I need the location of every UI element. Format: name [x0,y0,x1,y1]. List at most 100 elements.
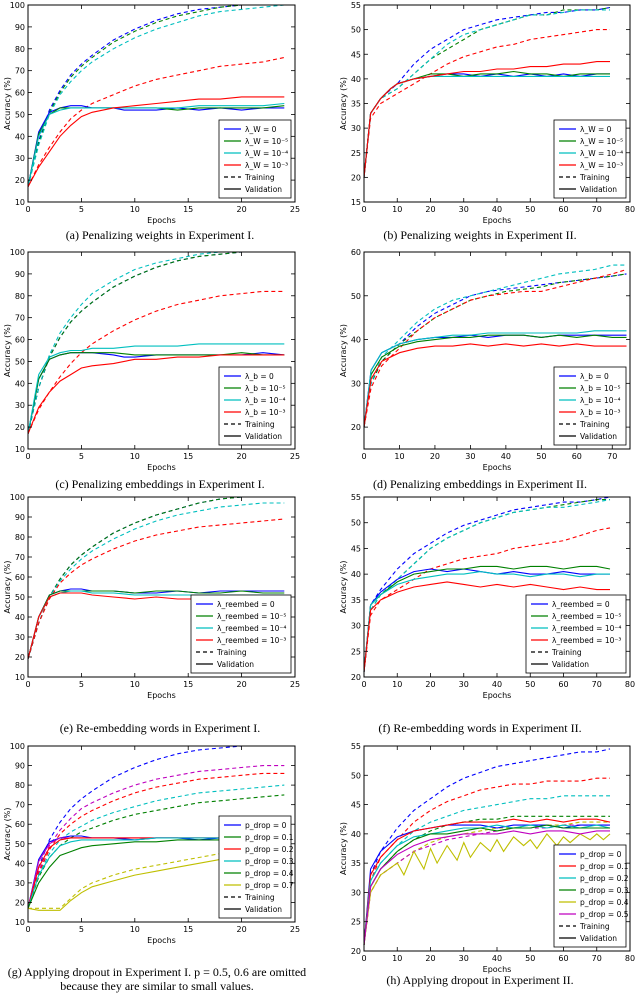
caption-f: (f) Re-embedding words in Experiment II. [378,721,582,735]
y-tick-label: 30 [351,622,361,631]
series-line-reembed-10-validation [363,571,610,672]
plot-frame [27,251,296,450]
legend-entry: p_drop = 0.3 [245,857,294,866]
x-tick-label: 20 [237,452,247,461]
x-tick-label: 20 [237,680,247,689]
y-tick-label: 40 [15,379,25,388]
series-line-b-10-training [363,264,627,428]
y-tick-label: 50 [351,771,361,780]
y-tick-label: 10 [15,673,25,682]
legend-entry: Training [579,922,610,931]
y-tick-label: 35 [351,859,361,868]
y-tick-label: 10 [15,445,25,454]
chart-g: 0 5 10 15 20 25 10 20 30 40 50 60 70 80 90 100 Epochs Acc… [3,742,300,945]
y-tick-label: 90 [15,270,25,279]
legend-entry: λ_b = 0 [245,372,274,381]
x-axis-label: Epochs [147,216,176,225]
x-axis-label: Epochs [147,463,176,472]
legend-entry: λ_reembed = 10⁻³ [217,636,286,645]
chart-h: 0 10 20 30 40 50 60 70 80 20 25 30 35 40 45 50 55 Epochs A… [339,742,635,974]
legend-entry: λ_reembed = 0 [217,600,275,609]
legend-box [553,119,627,199]
legend-entry: Validation [217,660,254,669]
chart-f: 0 10 20 30 40 50 60 70 80 20 25 30 35 40 45 50 55 Epochs A… [339,493,635,700]
series-line-w-10-training [27,4,285,187]
x-axis-label: Epochs [147,936,176,945]
legend-entry: p_drop = 0 [580,850,622,859]
x-tick-label: 10 [130,925,140,934]
legend-entry: λ_b = 10⁻⁴ [580,396,621,405]
legend-entry: p_drop = 0.3 [580,886,629,895]
series-line-p-drop-0-7-training [28,845,285,909]
x-tick-label: 0 [25,925,30,934]
y-tick-label: 25 [351,647,361,656]
x-tick-label: 40 [492,954,502,963]
x-tick-label: 0 [25,205,30,214]
x-tick-label: 5 [79,205,84,214]
x-tick-label: 20 [237,205,247,214]
y-tick-label: 35 [351,596,361,605]
series-line-reembed-10-training [363,527,611,672]
x-tick-label: 20 [430,452,440,461]
y-axis-label: Accuracy (%) [339,822,348,875]
y-tick-label: 25 [351,918,361,927]
y-tick-label: 60 [351,248,361,257]
y-tick-label: 60 [15,573,25,582]
series-line-p-drop-0-3-training [363,815,610,946]
x-axis-label: Epochs [483,691,512,700]
y-tick-label: 30 [351,124,361,133]
series-line-p-drop-0-1-validation [363,818,611,946]
legend-entry: Training [551,648,582,657]
series-line-w-10-training [363,9,610,178]
series-line-b-10-validation [27,354,285,434]
caption-d: (d) Penalizing embeddings in Experiment … [373,477,587,491]
legend-entry: p_drop = 0.2 [245,845,294,854]
chart-d: 0 10 20 30 40 50 60 70 20 30 40 50 60 Epochs Accuracy … [339,248,631,472]
series-line-w-10-validation [27,96,285,187]
y-tick-label: 50 [351,519,361,528]
x-tick-label: 50 [525,954,535,963]
y-tick-label: 50 [351,26,361,35]
y-tick-label: 20 [351,423,361,432]
legend-entry: Validation [245,905,282,914]
x-tick-label: 40 [492,680,502,689]
series-line-b-10-validation [363,343,627,428]
series-line-reembed-10-validation [27,590,285,660]
x-tick-label: 25 [290,680,300,689]
x-tick-label: 10 [130,680,140,689]
x-tick-label: 30 [459,205,469,214]
legend-entry: λ_reembed = 10⁻⁴ [217,624,286,633]
series-line-w-10-validation [27,102,285,187]
legend-entry: λ_reembed = 10⁻⁵ [217,612,286,621]
series-line-b-10-training [363,268,627,428]
y-tick-label: 90 [15,513,25,522]
x-tick-label: 50 [525,205,535,214]
series-line-b-10-validation [27,343,285,434]
y-tick-label: 20 [15,653,25,662]
series-line-b-10-validation [363,330,627,428]
plot-frame [27,745,296,923]
series-line-b-10-validation [363,334,627,428]
legend-entry: λ_b = 10⁻³ [245,408,286,417]
legend-entry: p_drop = 0.2 [580,874,629,883]
y-tick-label: 50 [15,593,25,602]
legend-entry: λ_W = 10⁻⁴ [245,149,288,158]
x-tick-label: 50 [536,452,546,461]
y-tick-label: 10 [15,918,25,927]
legend-box [553,844,627,948]
y-tick-label: 30 [15,633,25,642]
y-tick-label: 20 [15,898,25,907]
x-tick-label: 30 [459,680,469,689]
y-tick-label: 80 [15,781,25,790]
x-tick-label: 10 [392,205,402,214]
x-tick-label: 0 [361,205,366,214]
x-tick-label: 60 [572,452,582,461]
y-tick-label: 20 [351,673,361,682]
series-line-p-drop-0-1-training [27,765,285,909]
legend-entry: Training [579,173,610,182]
legend-entry: p_drop = 0.4 [245,869,294,878]
y-axis-label: Accuracy (%) [3,808,12,861]
x-tick-label: 20 [425,954,435,963]
x-tick-label: 25 [290,205,300,214]
x-tick-label: 10 [394,452,404,461]
